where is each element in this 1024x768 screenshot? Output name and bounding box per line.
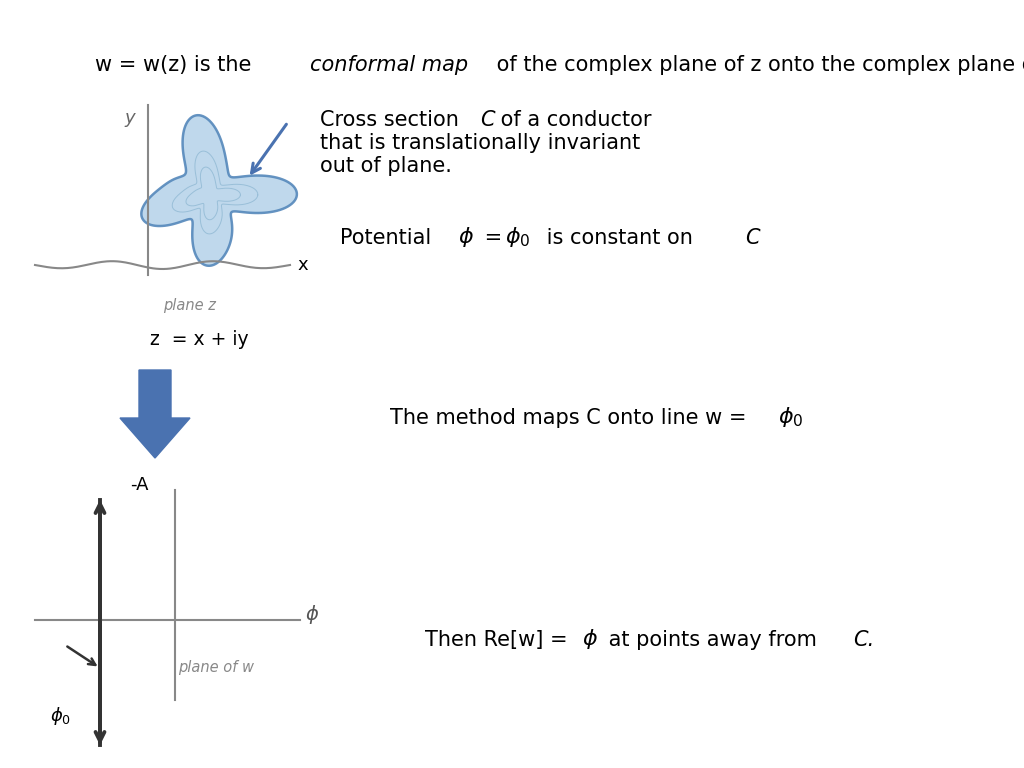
Text: $\phi_0$: $\phi_0$ <box>50 705 71 727</box>
Text: C.: C. <box>853 630 874 650</box>
Text: $\phi_0$: $\phi_0$ <box>505 225 530 249</box>
Text: Potential: Potential <box>340 228 438 248</box>
Text: Cross section: Cross section <box>319 110 466 130</box>
Text: $\phi_0$: $\phi_0$ <box>778 405 804 429</box>
Text: plane of w: plane of w <box>178 660 254 675</box>
Text: Then Re[w] =: Then Re[w] = <box>425 630 574 650</box>
Text: plane z: plane z <box>163 298 216 313</box>
Text: y: y <box>125 109 135 127</box>
Text: C: C <box>480 110 495 130</box>
Polygon shape <box>141 115 297 266</box>
Text: $\phi$: $\phi$ <box>305 604 319 627</box>
Text: w = w(z) is the: w = w(z) is the <box>95 55 258 75</box>
Text: at points away from: at points away from <box>602 630 823 650</box>
Text: out of plane.: out of plane. <box>319 156 452 176</box>
Polygon shape <box>120 370 190 458</box>
Text: x: x <box>297 256 307 274</box>
Text: conformal map: conformal map <box>310 55 468 75</box>
Text: is constant on: is constant on <box>540 228 699 248</box>
Text: -A: -A <box>130 476 148 494</box>
Text: z  = x + iy: z = x + iy <box>150 330 249 349</box>
Text: of the complex plane of z onto the complex plane of w: of the complex plane of z onto the compl… <box>490 55 1024 75</box>
Text: that is translationally invariant: that is translationally invariant <box>319 133 640 153</box>
Text: =: = <box>478 228 509 248</box>
Text: C: C <box>745 228 760 248</box>
Text: of a conductor: of a conductor <box>494 110 651 130</box>
Text: $\phi$: $\phi$ <box>582 627 598 651</box>
Text: $\phi$: $\phi$ <box>458 225 474 249</box>
Text: The method maps C onto line w =: The method maps C onto line w = <box>390 408 753 428</box>
